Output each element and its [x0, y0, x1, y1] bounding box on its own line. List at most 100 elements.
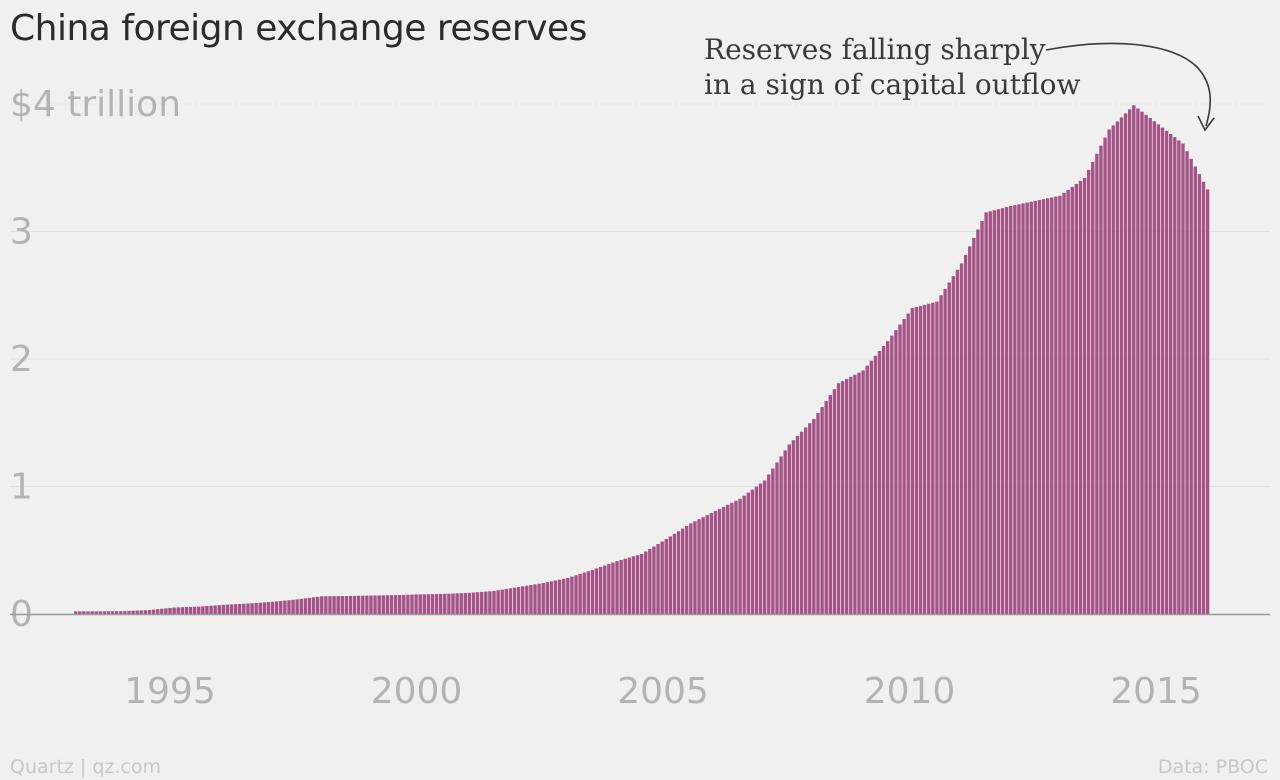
bar — [184, 607, 189, 614]
bar — [1189, 158, 1193, 614]
bar — [1025, 202, 1029, 614]
bar — [664, 539, 668, 614]
bar — [164, 608, 168, 614]
bar — [709, 513, 714, 614]
bar — [447, 593, 451, 614]
bar — [943, 288, 947, 614]
bar — [315, 596, 320, 614]
bar — [771, 468, 775, 614]
bar — [1177, 140, 1181, 614]
bar — [968, 246, 972, 614]
bar — [992, 210, 997, 614]
bar — [451, 593, 455, 614]
bar — [775, 462, 779, 614]
bar — [201, 606, 205, 614]
bar — [521, 586, 525, 614]
bar — [1205, 189, 1210, 614]
bar — [1103, 137, 1107, 614]
bar — [110, 611, 115, 614]
bar — [529, 584, 533, 614]
bar — [676, 531, 681, 614]
bar — [299, 598, 303, 614]
bar — [1021, 203, 1025, 614]
bar — [328, 596, 332, 614]
bar — [279, 600, 283, 614]
bar — [225, 604, 230, 614]
bar — [291, 599, 295, 614]
bar — [336, 596, 340, 614]
bar — [906, 313, 910, 614]
footer-source-left: Quartz | qz.com — [10, 756, 162, 778]
bar — [168, 607, 172, 614]
bar — [762, 480, 767, 614]
bar — [541, 583, 545, 614]
bar — [180, 607, 185, 614]
bar — [734, 500, 738, 614]
x-tick-label-2000: 2000 — [371, 671, 463, 712]
bar — [881, 346, 886, 614]
x-tick-label-2005: 2005 — [617, 671, 709, 712]
bar — [233, 604, 238, 614]
bar — [500, 589, 504, 614]
bar — [397, 595, 402, 614]
bar — [119, 611, 123, 614]
bar — [713, 510, 718, 614]
bar — [738, 498, 742, 614]
bar — [1082, 177, 1087, 614]
bar — [894, 330, 898, 614]
x-tick-label-2010: 2010 — [864, 671, 956, 712]
bar — [1033, 200, 1038, 614]
bar — [963, 254, 968, 614]
bar — [824, 401, 828, 614]
bar — [721, 506, 726, 614]
bar — [213, 605, 217, 614]
bar — [783, 450, 787, 614]
bar — [877, 350, 882, 614]
bar — [238, 603, 242, 614]
bar — [287, 600, 291, 614]
bar — [414, 594, 418, 614]
bar — [812, 418, 816, 614]
bar — [270, 601, 275, 614]
bar — [680, 528, 685, 614]
bar — [1095, 153, 1099, 615]
bar — [656, 544, 660, 614]
bar — [918, 305, 923, 614]
bar — [598, 566, 603, 614]
bar — [1164, 130, 1169, 614]
bar — [1086, 169, 1091, 614]
bar — [90, 611, 94, 614]
bar — [369, 595, 373, 614]
bar — [1099, 145, 1103, 614]
bar — [689, 523, 693, 614]
bar — [652, 546, 656, 614]
bar — [508, 588, 513, 614]
bar — [988, 211, 992, 614]
bar — [274, 601, 279, 614]
bar — [1181, 143, 1185, 614]
bar — [393, 595, 398, 614]
bar — [845, 378, 849, 614]
bar — [717, 508, 722, 614]
bar — [557, 579, 562, 614]
bar — [455, 593, 459, 614]
bar — [1111, 125, 1115, 615]
bar — [1115, 121, 1120, 615]
annotation-arrow — [1045, 42, 1212, 127]
bar — [668, 536, 673, 614]
bar — [808, 423, 812, 614]
bar — [582, 572, 586, 614]
bar — [348, 595, 353, 614]
bar — [467, 592, 472, 614]
bar — [74, 611, 78, 614]
y-tick-label-3: 3 — [10, 212, 33, 253]
y-tick-label-4: $4 trillion — [10, 84, 181, 125]
bar — [135, 610, 139, 614]
bar — [607, 564, 611, 614]
bar — [779, 456, 783, 614]
bar — [1156, 124, 1161, 615]
bar — [410, 594, 414, 614]
bar — [1013, 205, 1017, 614]
bar — [320, 596, 324, 614]
annotation: Reserves falling sharply in a sign of ca… — [704, 33, 1215, 132]
